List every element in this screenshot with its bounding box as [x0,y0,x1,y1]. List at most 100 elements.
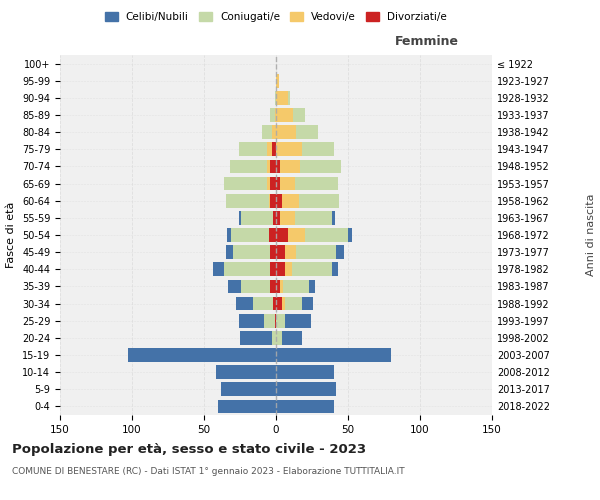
Bar [232,228,269,242]
Bar [302,296,313,310]
Bar [240,331,272,344]
Bar [224,176,268,190]
Bar [332,211,335,224]
Bar [265,314,275,328]
Bar [282,194,299,207]
Bar [332,262,338,276]
Bar [236,296,253,310]
Bar [305,228,348,242]
Bar [280,280,283,293]
Bar [212,262,224,276]
Bar [276,382,337,396]
Bar [270,108,275,122]
Bar [282,331,302,344]
Bar [227,228,232,242]
Bar [276,211,280,224]
Bar [272,126,276,139]
Bar [287,228,305,242]
Bar [282,296,284,310]
Bar [276,314,284,328]
Bar [272,142,276,156]
Bar [276,74,279,88]
Bar [276,280,280,293]
Bar [309,280,315,293]
Bar [280,160,301,173]
Bar [233,246,270,259]
Bar [276,296,282,310]
Bar [295,211,332,224]
Bar [215,366,276,379]
Bar [284,314,311,328]
Bar [262,126,272,139]
Bar [273,211,276,224]
Bar [299,194,340,207]
Bar [218,400,276,413]
Bar [275,91,276,104]
Bar [276,348,391,362]
Bar [276,160,280,173]
Bar [226,246,233,259]
Bar [273,296,276,310]
Bar [276,176,280,190]
Bar [276,400,334,413]
Bar [253,296,273,310]
Text: Popolazione per età, sesso e stato civile - 2023: Popolazione per età, sesso e stato civil… [12,442,366,456]
Bar [276,228,287,242]
Bar [275,108,276,122]
Bar [280,211,295,224]
Bar [270,280,276,293]
Bar [268,176,270,190]
Bar [221,382,276,396]
Bar [302,142,334,156]
Text: Femmine: Femmine [395,35,459,48]
Bar [284,262,292,276]
Bar [292,262,332,276]
Bar [348,228,352,242]
Bar [276,331,282,344]
Bar [287,91,290,104]
Bar [239,142,268,156]
Bar [276,91,287,104]
Bar [230,160,268,173]
Bar [128,348,276,362]
Bar [229,280,241,293]
Bar [301,160,341,173]
Bar [283,280,309,293]
Bar [269,228,276,242]
Bar [276,142,302,156]
Bar [272,331,276,344]
Bar [276,262,284,276]
Y-axis label: Fasce di età: Fasce di età [7,202,16,268]
Bar [268,160,270,173]
Text: COMUNE DI BENESTARE (RC) - Dati ISTAT 1° gennaio 2023 - Elaborazione TUTTITALIA.: COMUNE DI BENESTARE (RC) - Dati ISTAT 1°… [12,468,404,476]
Bar [284,246,296,259]
Bar [270,262,276,276]
Bar [284,296,302,310]
Text: Anni di nascita: Anni di nascita [586,194,596,276]
Bar [280,176,295,190]
Bar [337,246,344,259]
Bar [295,176,338,190]
Bar [270,246,276,259]
Bar [276,108,293,122]
Bar [276,126,296,139]
Bar [268,142,272,156]
Bar [239,314,265,328]
Bar [275,314,276,328]
Bar [239,211,241,224]
Bar [276,246,284,259]
Bar [293,108,305,122]
Bar [269,194,270,207]
Bar [276,194,282,207]
Bar [296,126,318,139]
Legend: Celibi/Nubili, Coniugati/e, Vedovi/e, Divorziati/e: Celibi/Nubili, Coniugati/e, Vedovi/e, Di… [101,8,451,26]
Bar [270,176,276,190]
Bar [224,262,270,276]
Bar [276,366,334,379]
Bar [226,194,269,207]
Bar [241,280,270,293]
Bar [270,160,276,173]
Bar [270,194,276,207]
Bar [241,211,273,224]
Bar [296,246,337,259]
